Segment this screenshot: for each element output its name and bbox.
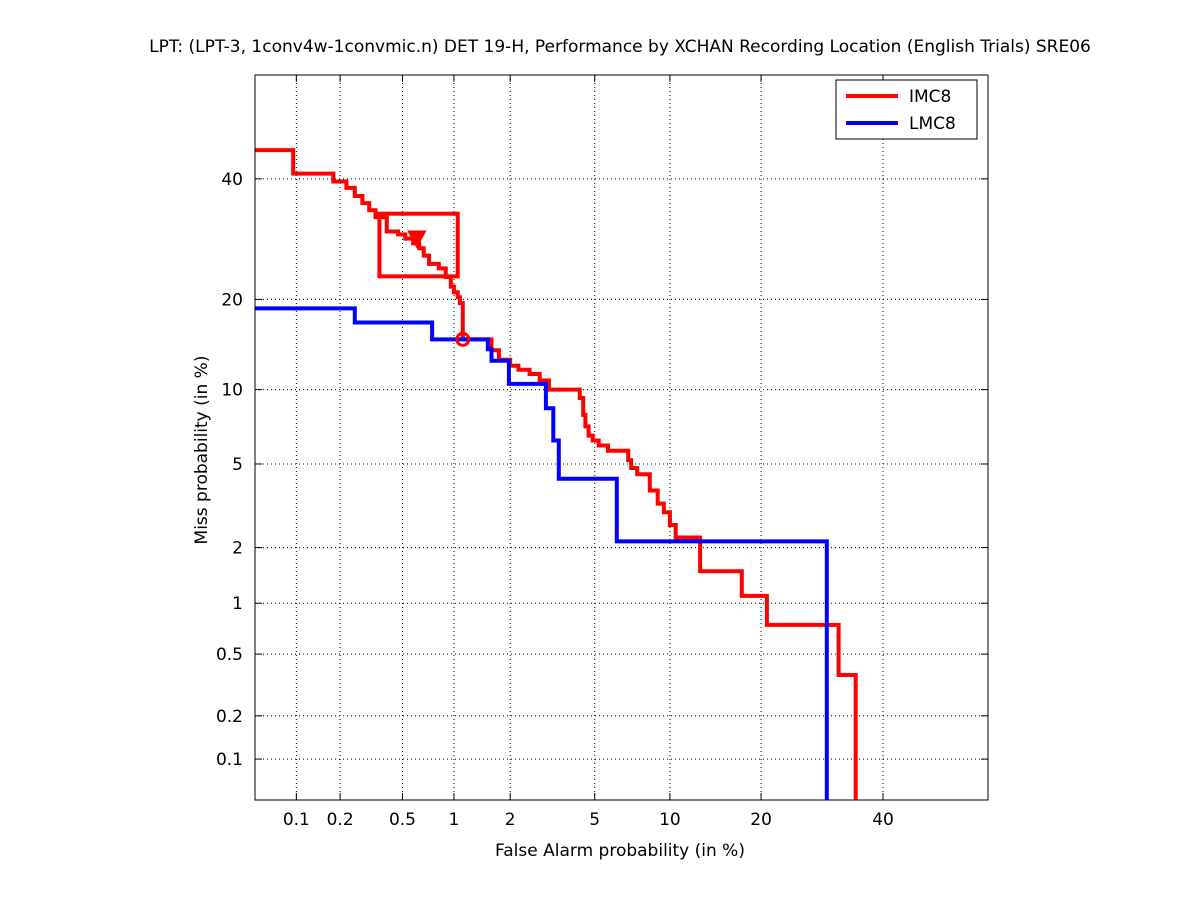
chart-title: LPT: (LPT-3, 1conv4w-1convmic.n) DET 19-… (149, 37, 1091, 57)
x-tick-label: 20 (750, 810, 772, 830)
min-dcf-marker (455, 331, 471, 347)
x-tick-label: 0.1 (283, 810, 310, 830)
y-tick-label: 40 (221, 170, 243, 190)
legend-box (835, 79, 978, 140)
y-tick-label: 20 (221, 290, 243, 310)
y-tick-label: 0.2 (216, 707, 243, 727)
confidence-box (377, 211, 460, 279)
y-axis-label: Miss probability (in %) (192, 356, 212, 545)
y-tick-label: 0.1 (216, 750, 243, 770)
y-tick-label: 5 (232, 455, 243, 475)
series-line-lmc8 (255, 306, 829, 800)
legend-label-lmc8: LMC8 (909, 114, 956, 134)
x-tick-label: 40 (872, 810, 894, 830)
series-layer (255, 148, 858, 800)
legend: IMC8 LMC8 (835, 79, 978, 140)
x-tick-label: 0.5 (389, 810, 416, 830)
x-tick-label: 2 (505, 810, 516, 830)
x-tick-label: 5 (589, 810, 600, 830)
y-tick-label: 10 (221, 381, 243, 401)
x-tick-label: 1 (449, 810, 460, 830)
y-tick-label: 0.5 (216, 645, 243, 665)
legend-label-imc8: IMC8 (909, 87, 951, 107)
y-tick-label: 1 (232, 594, 243, 614)
x-axis-label: False Alarm probability (in %) (495, 841, 745, 861)
annotation-layer (377, 211, 471, 347)
x-tick-label: 0.2 (327, 810, 354, 830)
x-axis-ticks: 0.1 0.2 0.5 1 2 5 10 20 40 (283, 75, 894, 830)
y-axis-ticks: 0.1 0.2 0.5 1 2 5 10 20 40 (216, 170, 988, 770)
x-tick-label: 10 (659, 810, 681, 830)
grid (255, 75, 988, 800)
y-tick-label: 2 (232, 539, 243, 559)
actual-decision-marker (407, 230, 427, 249)
plot-frame (254, 74, 989, 801)
